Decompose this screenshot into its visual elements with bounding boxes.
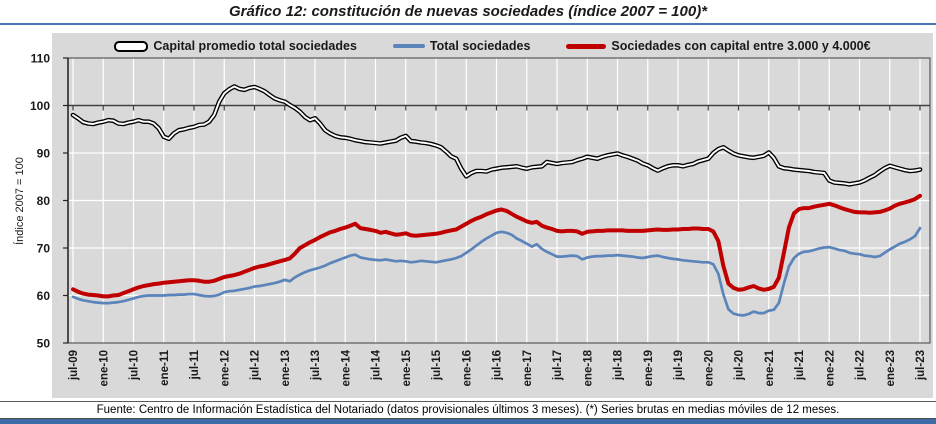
series-line-2 bbox=[71, 193, 922, 299]
x-tick-label: ene-15 bbox=[401, 349, 413, 386]
legend-item-0: Capital promedio total sociedades bbox=[114, 39, 357, 53]
x-tick-label: jul-21 bbox=[794, 349, 806, 381]
legend-item-2: Sociedades con capital entre 3.000 y 4.0… bbox=[566, 39, 871, 53]
legend-marker-1 bbox=[392, 44, 425, 48]
x-tick-label: jul-11 bbox=[189, 349, 201, 380]
legend-label-1: Total sociedades bbox=[429, 39, 531, 53]
x-tick-label: ene-21 bbox=[764, 349, 776, 386]
bottom-accent-bar bbox=[0, 419, 936, 424]
y-tick-label: 50 bbox=[37, 337, 51, 351]
x-tick-label: ene-18 bbox=[582, 349, 594, 386]
x-tick-label: jul-22 bbox=[855, 350, 867, 381]
x-tick-label: ene-19 bbox=[643, 350, 655, 386]
title-divider-rule bbox=[0, 23, 936, 25]
legend-label-2: Sociedades con capital entre 3.000 y 4.0… bbox=[611, 39, 871, 53]
x-tick-label: jul-09 bbox=[68, 350, 80, 381]
y-tick-label: 70 bbox=[37, 242, 51, 256]
x-tick-label: jul-15 bbox=[431, 349, 443, 381]
x-tick-label: ene-17 bbox=[522, 350, 534, 386]
footer-top-rule bbox=[0, 401, 936, 402]
chart-title: Gráfico 12: constitución de nuevas socie… bbox=[228, 3, 708, 20]
x-tick-label: jul-20 bbox=[734, 350, 746, 381]
x-tick-label: jul-10 bbox=[129, 350, 141, 381]
x-tick-label: ene-10 bbox=[98, 350, 110, 386]
y-tick-label: 100 bbox=[30, 99, 50, 113]
source-note: Fuente: Centro de Información Estadístic… bbox=[96, 404, 840, 416]
x-tick-label: ene-13 bbox=[280, 350, 292, 386]
x-tick-label: ene-16 bbox=[461, 350, 473, 386]
x-tick-label: ene-11 bbox=[159, 349, 171, 385]
series-line-1 bbox=[71, 226, 922, 317]
x-tick-label: jul-17 bbox=[552, 350, 564, 381]
y-tick-label: 80 bbox=[37, 194, 51, 208]
y-tick-label: 90 bbox=[37, 147, 51, 161]
x-tick-label: ene-23 bbox=[885, 350, 897, 386]
footer-bottom-rule bbox=[0, 418, 936, 419]
legend: Capital promedio total sociedades Total s… bbox=[52, 36, 933, 56]
y-tick-label: 60 bbox=[37, 289, 51, 303]
x-tick-label: jul-18 bbox=[613, 349, 625, 381]
legend-item-1: Total sociedades bbox=[392, 39, 531, 53]
legend-label-0: Capital promedio total sociedades bbox=[153, 39, 357, 53]
x-tick-label: ene-12 bbox=[219, 350, 231, 386]
x-tick-label: jul-13 bbox=[310, 350, 322, 381]
legend-marker-0 bbox=[114, 40, 149, 52]
x-tick-label: ene-14 bbox=[340, 349, 352, 386]
x-tick-label: ene-22 bbox=[824, 350, 836, 386]
x-tick-label: jul-19 bbox=[673, 350, 685, 381]
x-tick-label: jul-14 bbox=[371, 349, 383, 381]
x-tick-label: jul-23 bbox=[915, 350, 927, 381]
x-tick-label: jul-12 bbox=[250, 350, 262, 381]
series-line-0-inner bbox=[72, 85, 921, 186]
legend-marker-2 bbox=[566, 43, 607, 49]
y-tick-label: 110 bbox=[31, 52, 51, 66]
x-tick-label: jul-16 bbox=[492, 350, 504, 381]
x-tick-label: ene-20 bbox=[703, 350, 715, 386]
